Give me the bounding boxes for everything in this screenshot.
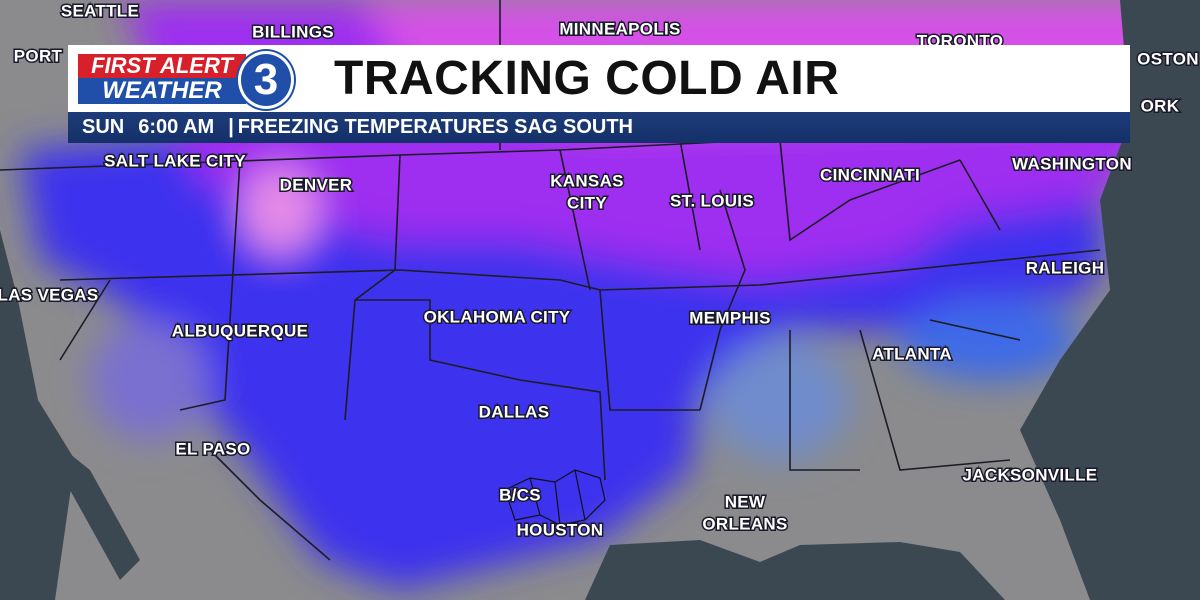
city-label: ST. LOUIS: [670, 191, 754, 210]
city-label: CINCINNATI: [820, 165, 920, 184]
city-label: CITY: [567, 193, 607, 212]
title-banner: FIRST ALERT WEATHER 3 TRACKING COLD AIR: [68, 45, 1130, 112]
atlantic: [1020, 0, 1200, 600]
gulf-of-california: [40, 430, 140, 580]
city-label: ATLANTA: [872, 344, 952, 363]
city-label: SEATTLE: [61, 1, 139, 20]
time: 6:00 AM: [138, 116, 215, 138]
city-label: WASHINGTON: [1012, 154, 1132, 173]
brazos-counties: [504, 469, 606, 526]
pacific: [0, 230, 75, 600]
subtitle-bar: SUN 6:00 AM | FREEZING TEMPERATURES SAG SOU…: [68, 112, 1130, 143]
subtitle-text: FREEZING TEMPERATURES SAG SOUTH: [237, 116, 634, 138]
city-label: MEMPHIS: [689, 308, 770, 327]
city-label: NEW: [725, 492, 766, 511]
title: TRACKING COLD AIR: [334, 52, 840, 105]
logo-badge: 3: [238, 51, 294, 109]
city-label: HOUSTON: [517, 520, 604, 539]
city-label: KANSAS: [550, 171, 624, 190]
day: SUN: [82, 116, 125, 138]
city-label: OKLAHOMA CITY: [424, 307, 571, 326]
city-label: ORLEANS: [702, 514, 787, 533]
city-label: ALBUQUERQUE: [172, 321, 308, 340]
city-label: LAS VEGAS: [0, 285, 98, 304]
city-label: BILLINGS: [252, 22, 334, 41]
logo-first-alert: FIRST ALERT: [78, 54, 246, 78]
city-label: B/CS: [499, 485, 541, 504]
city-label: DENVER: [280, 175, 353, 194]
gulf: [585, 540, 1005, 600]
city-label: OSTON: [1137, 49, 1199, 68]
state-borders: [0, 0, 1110, 561]
city-label: SALT LAKE CITY: [104, 151, 246, 170]
logo-weather: WEATHER: [78, 78, 246, 104]
city-label: DALLAS: [479, 402, 550, 421]
city-label: MINNEAPOLIS: [559, 19, 680, 38]
city-label: JACKSONVILLE: [963, 465, 1098, 484]
city-label: ORK: [1141, 96, 1180, 115]
separator: |: [228, 116, 234, 138]
city-label: PORT: [14, 46, 63, 65]
city-label: EL PASO: [175, 439, 250, 458]
city-label: RALEIGH: [1026, 258, 1105, 277]
